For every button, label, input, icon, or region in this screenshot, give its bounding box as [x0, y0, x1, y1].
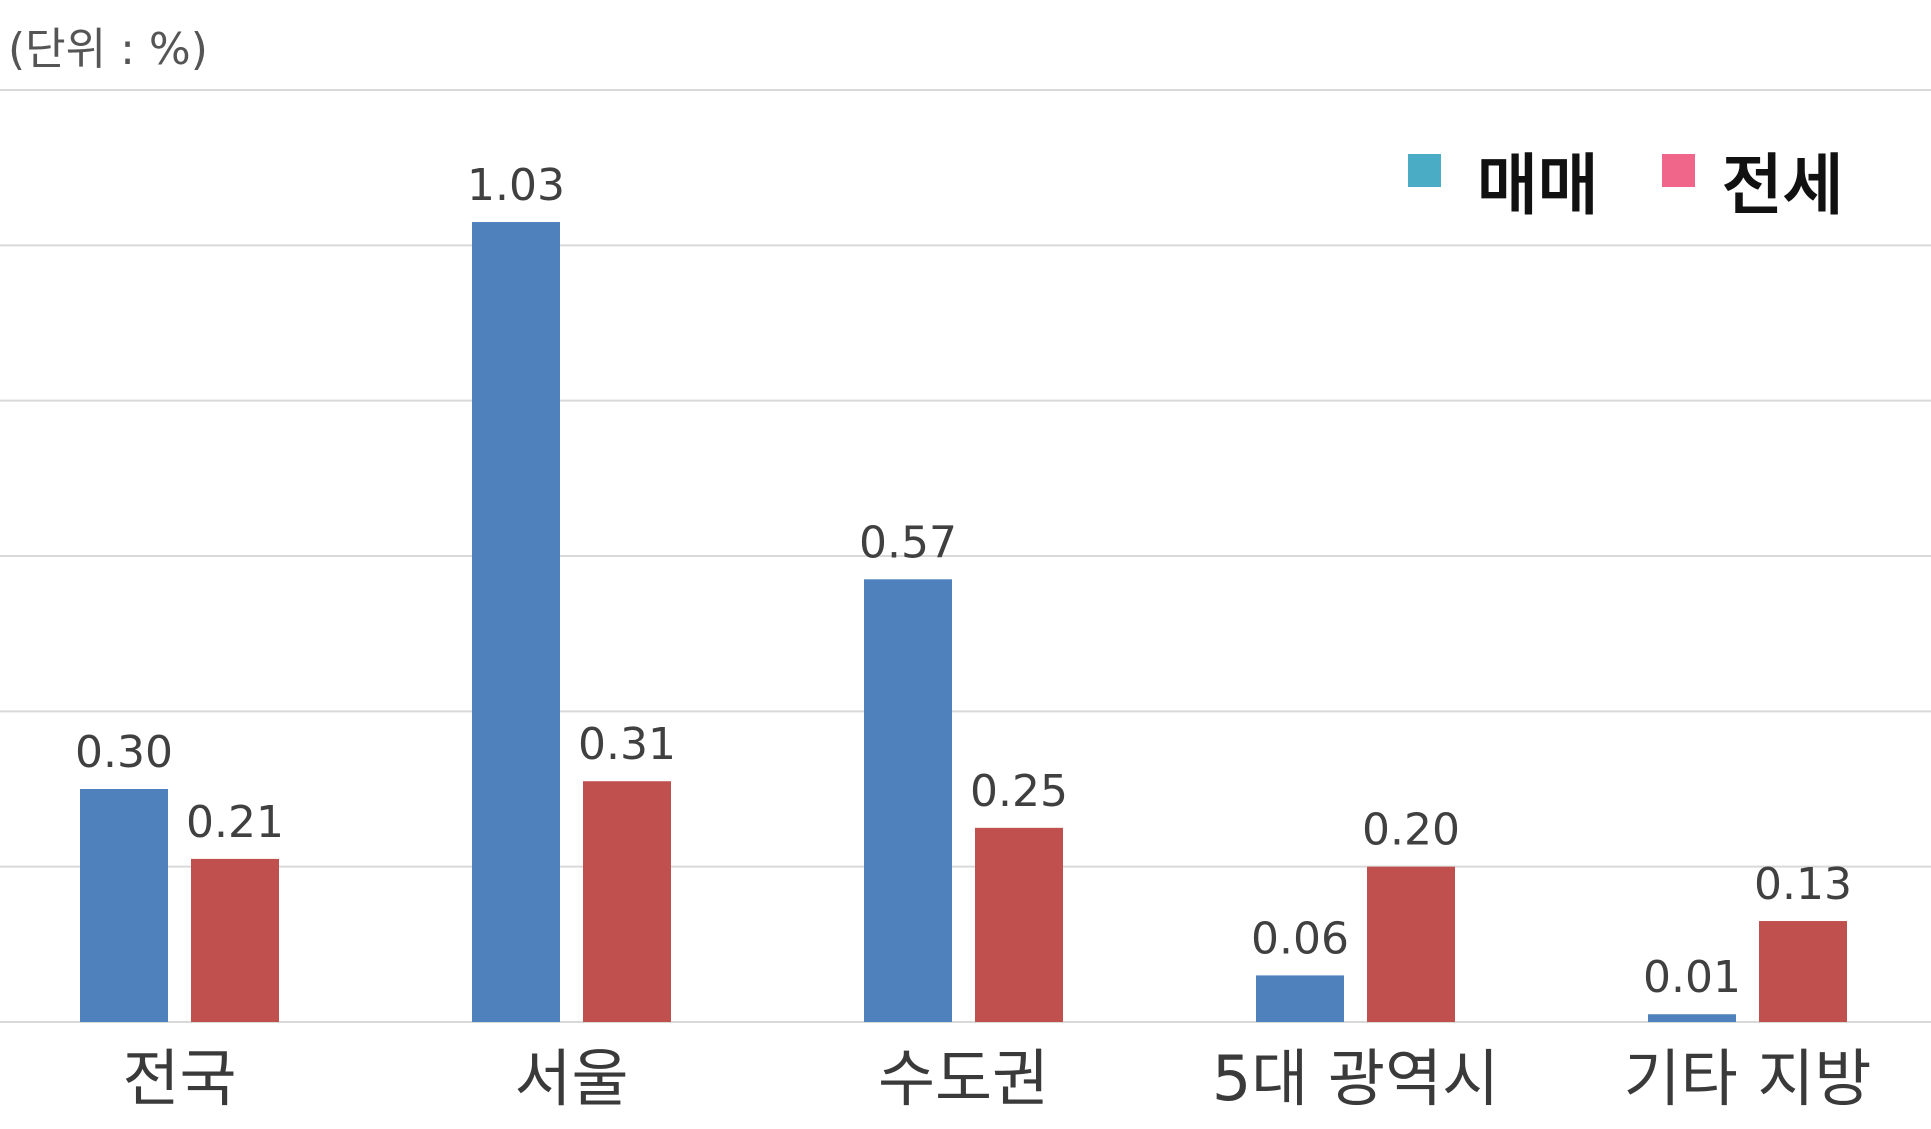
legend: 매매 전세 — [1408, 147, 1843, 224]
bar-sale-4 — [1648, 1014, 1736, 1022]
bar-jeonse-1 — [583, 781, 671, 1022]
bar-jeonse-3 — [1367, 866, 1455, 1022]
category-label-2: 수도권 — [878, 1042, 1049, 1115]
bar-sale-1 — [472, 222, 560, 1023]
bar-jeonse-2 — [975, 827, 1063, 1022]
value-label-sale-4: 0.01 — [1643, 952, 1741, 1003]
legend-label-jeonse: 전세 — [1722, 147, 1843, 224]
category-label-1: 서울 — [514, 1042, 628, 1115]
legend-swatch-sale — [1408, 154, 1441, 187]
legend-label-sale: 매매 — [1477, 147, 1598, 224]
value-label-sale-3: 0.06 — [1251, 913, 1349, 964]
value-label-jeonse-3: 0.20 — [1362, 805, 1460, 856]
bar-sale-0 — [80, 789, 168, 1022]
bar-jeonse-4 — [1759, 921, 1847, 1022]
unit-label: (단위 : %) — [8, 24, 208, 75]
value-label-sale-2: 0.57 — [859, 517, 957, 568]
value-labels: 0.30 0.21 1.03 0.31 0.57 0.25 0.06 0.20 0.01 0.13 — [75, 160, 1852, 1003]
category-label-0: 전국 — [122, 1042, 236, 1115]
bars — [80, 222, 1847, 1023]
value-label-sale-1: 1.03 — [467, 160, 565, 211]
value-label-sale-0: 0.30 — [75, 727, 173, 778]
bar-jeonse-0 — [191, 858, 279, 1022]
category-labels: 전국 서울 수도권 5대 광역시 기타 지방 — [122, 1042, 1871, 1115]
legend-swatch-jeonse — [1662, 154, 1695, 187]
category-label-3: 5대 광역시 — [1212, 1042, 1499, 1115]
value-label-jeonse-4: 0.13 — [1754, 859, 1852, 910]
value-label-jeonse-1: 0.31 — [578, 719, 676, 770]
category-label-4: 기타 지방 — [1624, 1042, 1872, 1115]
gridlines — [0, 89, 1931, 1023]
bar-sale-2 — [864, 579, 952, 1022]
value-label-jeonse-0: 0.21 — [186, 797, 284, 848]
bar-sale-3 — [1256, 975, 1344, 1022]
value-label-jeonse-2: 0.25 — [970, 766, 1068, 817]
